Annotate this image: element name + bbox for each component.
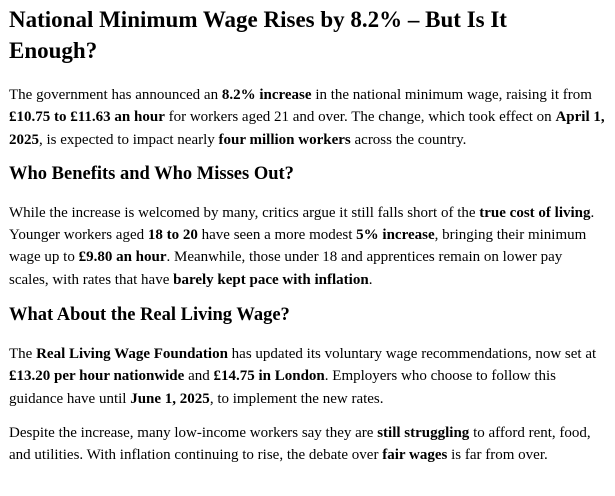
- text-run: . Younger workers aged: [9, 204, 595, 244]
- text-run: While the increase is welcomed by many, …: [9, 204, 480, 221]
- emphasis-text: £13.20 per hour nationwide: [9, 368, 185, 385]
- emphasis-text: June 1, 2025: [130, 390, 210, 407]
- article-title: National Minimum Wage Rises by 8.2% – Bu…: [9, 7, 507, 63]
- text-run: The government has announced an: [9, 87, 222, 103]
- text-run: across the country.: [350, 131, 467, 148]
- text-run: , to implement the new rates.: [209, 390, 384, 407]
- emphasis-text: 18 to 20: [147, 227, 198, 244]
- text-run: to afford rent, food, and utilities. Wit…: [9, 424, 591, 464]
- text-run: and: [184, 368, 214, 385]
- text-run: have seen a more modest: [197, 227, 357, 244]
- text-run: . Employers who choose to follow this gu…: [9, 368, 557, 407]
- emphasis-text: still struggling: [377, 424, 470, 441]
- emphasis-text: barely kept pace with inflation: [173, 271, 369, 288]
- who-benefits-paragraph: While the increase is welcomed by many, …: [9, 202, 605, 291]
- emphasis-text: April 1, 2025: [9, 109, 605, 148]
- emphasis-text: 8.2% increase: [221, 87, 312, 103]
- emphasis-text: £9.80 an hour: [78, 249, 167, 266]
- article: National Minimum Wage Rises by 8.2% – Bu…: [0, 2, 605, 467]
- text-run: Despite the increase, many low-income wo…: [9, 424, 378, 441]
- text-run: .: [368, 271, 373, 288]
- real-living-wage-paragraph: The Real Living Wage Foundation has upda…: [9, 343, 605, 410]
- emphasis-text: four million workers: [218, 131, 351, 148]
- intro-paragraph: The government has announced an 8.2% inc…: [9, 84, 605, 151]
- emphasis-text: £10.75 to £11.63 an hour: [9, 109, 165, 126]
- emphasis-text: Real Living Wage Foundation: [36, 346, 228, 363]
- emphasis-text: 5% increase: [356, 227, 435, 244]
- emphasis-text: £14.75 in London: [213, 368, 325, 385]
- section-heading-who-benefits: Who Benefits and Who Misses Out?: [9, 163, 294, 184]
- text-run: has updated its voluntary wage recommend…: [227, 346, 597, 363]
- text-run: for workers aged 21 and over. The change…: [164, 109, 556, 126]
- text-run: , bringing their minimum wage up to: [9, 227, 587, 266]
- emphasis-text: true cost of living: [479, 204, 591, 221]
- text-run: The: [9, 346, 37, 363]
- text-run: is far from over.: [447, 447, 548, 464]
- closing-paragraph: Despite the increase, many low-income wo…: [9, 422, 605, 467]
- section-heading-real-living-wage: What About the Real Living Wage?: [9, 305, 290, 326]
- text-run: in the national minimum wage, raising it…: [311, 87, 592, 103]
- text-run: , is expected to impact nearly: [39, 131, 219, 148]
- emphasis-text: fair wages: [382, 447, 448, 464]
- text-run: . Meanwhile, those under 18 and apprenti…: [9, 249, 563, 288]
